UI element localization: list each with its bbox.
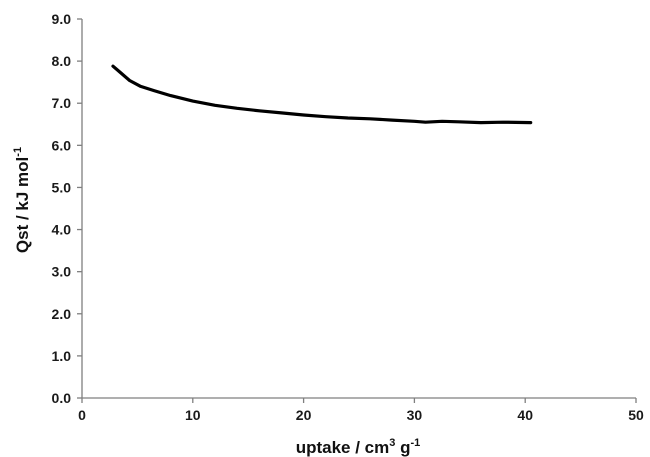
y-axis-title: Qst / kJ mol-1: [12, 147, 32, 253]
x-tick-label: 0: [78, 407, 86, 423]
x-axis-title: uptake / cm3 g-1: [296, 437, 421, 457]
y-tick-label: 0.0: [52, 390, 72, 406]
y-tick-label: 1.0: [52, 348, 72, 364]
x-tick-label: 50: [628, 407, 644, 423]
y-tick-label: 3.0: [52, 264, 72, 280]
y-axis-ticks: 0.0 1.0 2.0 3.0 4.0 5.0 6.0 7.0 8.0 9.0: [52, 11, 82, 406]
x-tick-label: 20: [296, 407, 312, 423]
series-line-qst: [111, 64, 533, 125]
y-tick-label: 6.0: [52, 137, 72, 153]
x-tick-label: 30: [407, 407, 423, 423]
x-axis-ticks: 0 10 20 30 40 50: [78, 398, 644, 423]
y-tick-label: 7.0: [52, 95, 72, 111]
y-tick-label: 8.0: [52, 53, 72, 69]
x-tick-label: 40: [517, 407, 533, 423]
x-tick-label: 10: [185, 407, 201, 423]
y-tick-label: 9.0: [52, 11, 72, 27]
series-layer: [111, 64, 533, 125]
y-tick-label: 2.0: [52, 306, 72, 322]
plot-area: [81, 19, 636, 399]
y-tick-label: 4.0: [52, 222, 72, 238]
y-tick-label: 5.0: [52, 179, 72, 195]
